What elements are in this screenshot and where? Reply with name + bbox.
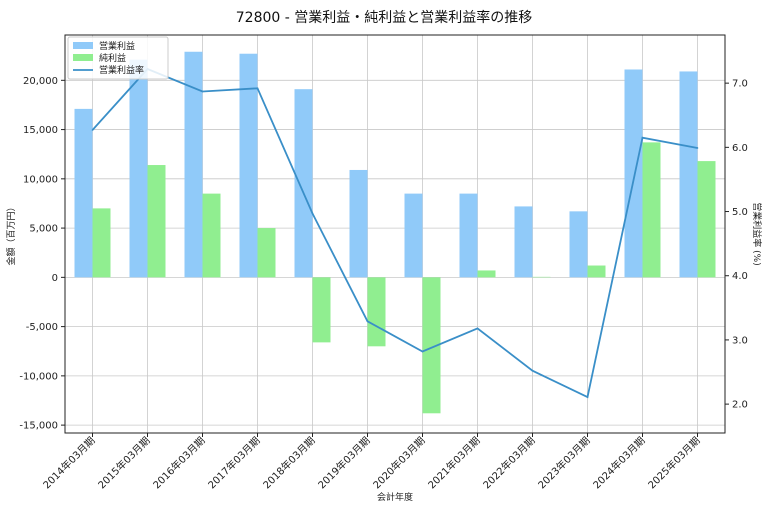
- legend-label: 純利益: [99, 52, 126, 64]
- y2-axis-label: 営業利益率 (%): [751, 202, 763, 265]
- operating-margin-point: [366, 320, 369, 323]
- operating-margin-point: [201, 90, 204, 93]
- operating-profit-bar: [349, 169, 368, 278]
- x-tick-label: 2017年03月期: [205, 434, 262, 491]
- plot-frame: [64, 34, 726, 434]
- legend-swatch: [73, 54, 93, 61]
- x-tick-label: 2021年03月期: [425, 434, 482, 491]
- y-axis-label: 金額（百万円）: [5, 202, 17, 265]
- operating-margin-point: [311, 212, 314, 215]
- legend-label: 営業利益: [99, 40, 135, 52]
- y-tick-label: 5,000: [29, 224, 58, 235]
- y-tick-label: 10,000: [23, 174, 58, 185]
- net-profit-bar: [92, 208, 111, 278]
- legend-label: 営業利益率: [99, 64, 144, 76]
- y-tick-label: 0: [52, 273, 58, 284]
- operating-margin-point: [421, 350, 424, 353]
- x-tick-label: 2025年03月期: [645, 434, 702, 491]
- x-tick-label: 2024年03月期: [590, 434, 647, 491]
- operating-profit-bar: [294, 89, 313, 278]
- x-tick-label: 2015年03月期: [95, 434, 152, 491]
- y-tick-label: -10,000: [19, 371, 58, 382]
- x-tick-label: 2016年03月期: [150, 434, 207, 491]
- operating-profit-bar: [569, 211, 588, 278]
- operating-profit-bar: [404, 193, 423, 278]
- operating-profit-bar: [239, 53, 258, 278]
- net-profit-bar: [422, 277, 441, 414]
- net-profit-bar: [367, 277, 386, 347]
- y2-tick-label: 6.0: [732, 143, 748, 154]
- operating-margin-line: [91, 67, 698, 399]
- chart-title: 72800 - 営業利益・純利益と営業利益率の推移: [236, 9, 533, 26]
- net-profit-bar: [587, 265, 606, 278]
- x-tick-label: 2014年03月期: [40, 434, 97, 491]
- y2-tick-label: 7.0: [732, 79, 748, 90]
- operating-profit-bar: [514, 206, 533, 278]
- y2-tick-label: 2.0: [732, 400, 748, 411]
- operating-margin-point: [696, 147, 699, 149]
- operating-profit-bar: [459, 193, 478, 278]
- net-profit-bar: [202, 193, 221, 278]
- y-tick-label: 20,000: [23, 76, 58, 87]
- net-profit-bar: [147, 165, 166, 278]
- operating-profit-bar: [679, 71, 698, 278]
- net-profit-bar: [477, 270, 496, 278]
- x-tick-label: 2023年03月期: [535, 434, 592, 491]
- operating-margin-point: [476, 327, 479, 330]
- y2-tick-label: 5.0: [732, 207, 748, 218]
- net-profit-bar: [642, 142, 661, 278]
- operating-profit-bar: [184, 51, 203, 278]
- y-tick-label: -5,000: [26, 322, 58, 333]
- operating-margin-point: [641, 136, 644, 139]
- x-axis-label: 会計年度: [377, 491, 413, 503]
- bars: [74, 51, 716, 414]
- x-tick-label: 2022年03月期: [480, 434, 537, 491]
- x-tick-label: 2019年03月期: [315, 434, 372, 491]
- net-profit-bar: [532, 276, 551, 278]
- operating-margin-point: [91, 129, 94, 131]
- net-profit-bar: [257, 228, 276, 278]
- x-tick-label: 2020年03月期: [370, 434, 427, 491]
- y-tick-label: 15,000: [23, 125, 58, 136]
- operating-profit-bar: [129, 59, 148, 278]
- x-tick-label: 2018年03月期: [260, 434, 317, 491]
- operating-margin-point: [586, 396, 589, 398]
- operating-profit-bar: [74, 108, 93, 278]
- legend-swatch: [73, 42, 93, 49]
- net-profit-bar: [312, 277, 331, 343]
- y2-tick-label: 4.0: [732, 271, 748, 282]
- y-tick-label: -15,000: [19, 421, 58, 432]
- net-profit-bar: [697, 161, 716, 278]
- operating-margin-point: [256, 87, 259, 90]
- ratio-line-group: [91, 67, 699, 399]
- operating-profit-bar: [624, 69, 643, 278]
- y2-tick-label: 3.0: [732, 335, 748, 346]
- operating-margin-point: [531, 369, 534, 372]
